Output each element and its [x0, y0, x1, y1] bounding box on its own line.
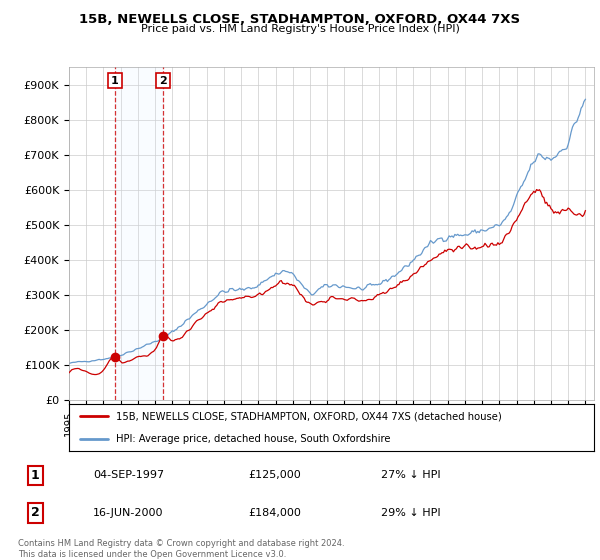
Text: 16-JUN-2000: 16-JUN-2000	[93, 508, 163, 518]
Text: 1: 1	[111, 76, 119, 86]
Text: Contains HM Land Registry data © Crown copyright and database right 2024.
This d: Contains HM Land Registry data © Crown c…	[18, 539, 344, 559]
Text: 29% ↓ HPI: 29% ↓ HPI	[381, 508, 440, 518]
Text: 1: 1	[31, 469, 40, 482]
Bar	[115, 67, 163, 400]
Text: 15B, NEWELLS CLOSE, STADHAMPTON, OXFORD, OX44 7XS (detached house): 15B, NEWELLS CLOSE, STADHAMPTON, OXFORD,…	[116, 412, 502, 422]
Text: £125,000: £125,000	[248, 470, 301, 480]
Text: 2: 2	[159, 76, 167, 86]
Text: Price paid vs. HM Land Registry's House Price Index (HPI): Price paid vs. HM Land Registry's House …	[140, 24, 460, 34]
Text: £184,000: £184,000	[248, 508, 301, 518]
Text: 2: 2	[31, 506, 40, 520]
Text: 04-SEP-1997: 04-SEP-1997	[93, 470, 164, 480]
Text: 27% ↓ HPI: 27% ↓ HPI	[381, 470, 440, 480]
Text: HPI: Average price, detached house, South Oxfordshire: HPI: Average price, detached house, Sout…	[116, 433, 391, 444]
Text: 15B, NEWELLS CLOSE, STADHAMPTON, OXFORD, OX44 7XS: 15B, NEWELLS CLOSE, STADHAMPTON, OXFORD,…	[79, 13, 521, 26]
